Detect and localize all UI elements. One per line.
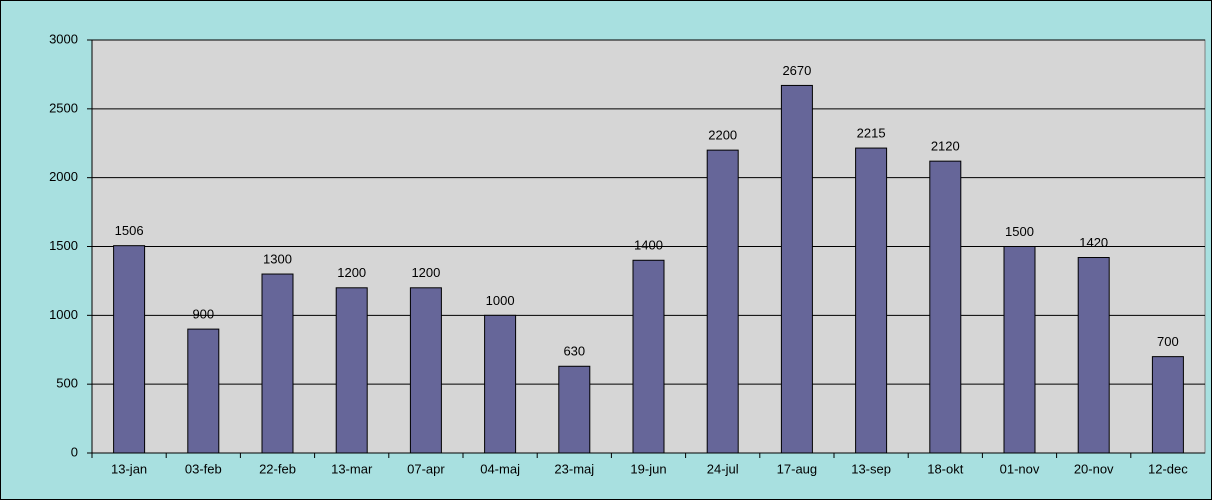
y-tick-label: 0 <box>71 444 78 459</box>
x-tick-label: 07-apr <box>407 461 445 476</box>
y-tick-label: 1000 <box>49 307 78 322</box>
bar <box>1151 356 1184 454</box>
data-label: 900 <box>192 307 214 322</box>
y-tick-label: 2000 <box>49 169 78 184</box>
data-label: 1506 <box>115 223 144 238</box>
data-label: 2120 <box>931 139 960 154</box>
x-tick-label: 24-jul <box>707 461 739 476</box>
x-tick-label: 22-feb <box>259 461 296 476</box>
x-tick-label: 13-jan <box>111 461 147 476</box>
data-label: 1400 <box>634 238 663 253</box>
x-tick-label: 13-sep <box>851 461 891 476</box>
x-tick-label: 20-nov <box>1074 461 1114 476</box>
bar <box>706 149 739 454</box>
bar <box>558 365 591 454</box>
bar <box>261 273 294 454</box>
y-tick-label: 500 <box>56 376 78 391</box>
y-tick-label: 3000 <box>49 31 78 46</box>
bar <box>1077 257 1110 454</box>
data-label: 2200 <box>708 128 737 143</box>
bar <box>335 287 368 454</box>
bar <box>855 147 888 454</box>
bar <box>632 259 665 454</box>
x-tick-label: 04-maj <box>480 461 520 476</box>
y-tick-label: 1500 <box>49 238 78 253</box>
x-tick-label: 13-mar <box>331 461 373 476</box>
bar <box>409 287 442 454</box>
y-tick-label: 2500 <box>49 100 78 115</box>
bar <box>929 160 962 454</box>
data-label: 630 <box>563 344 585 359</box>
data-label: 2215 <box>857 126 886 141</box>
x-tick-label: 01-nov <box>1000 461 1040 476</box>
x-tick-label: 19-jun <box>630 461 666 476</box>
data-label: 1300 <box>263 251 292 266</box>
x-tick-label: 17-aug <box>777 461 817 476</box>
bar <box>780 84 813 454</box>
data-label: 1200 <box>337 265 366 280</box>
bar <box>113 245 146 454</box>
data-label: 1420 <box>1079 235 1108 250</box>
bar <box>1003 246 1036 454</box>
x-tick-label: 12-dec <box>1148 461 1188 476</box>
data-label: 1500 <box>1005 224 1034 239</box>
bar <box>484 314 517 454</box>
data-label: 1200 <box>411 265 440 280</box>
x-tick-label: 18-okt <box>927 461 964 476</box>
data-label: 700 <box>1157 334 1179 349</box>
data-label: 1000 <box>486 293 515 308</box>
x-tick-label: 03-feb <box>185 461 222 476</box>
x-tick-label: 23-maj <box>554 461 594 476</box>
bar <box>187 328 220 454</box>
data-label: 2670 <box>782 63 811 78</box>
